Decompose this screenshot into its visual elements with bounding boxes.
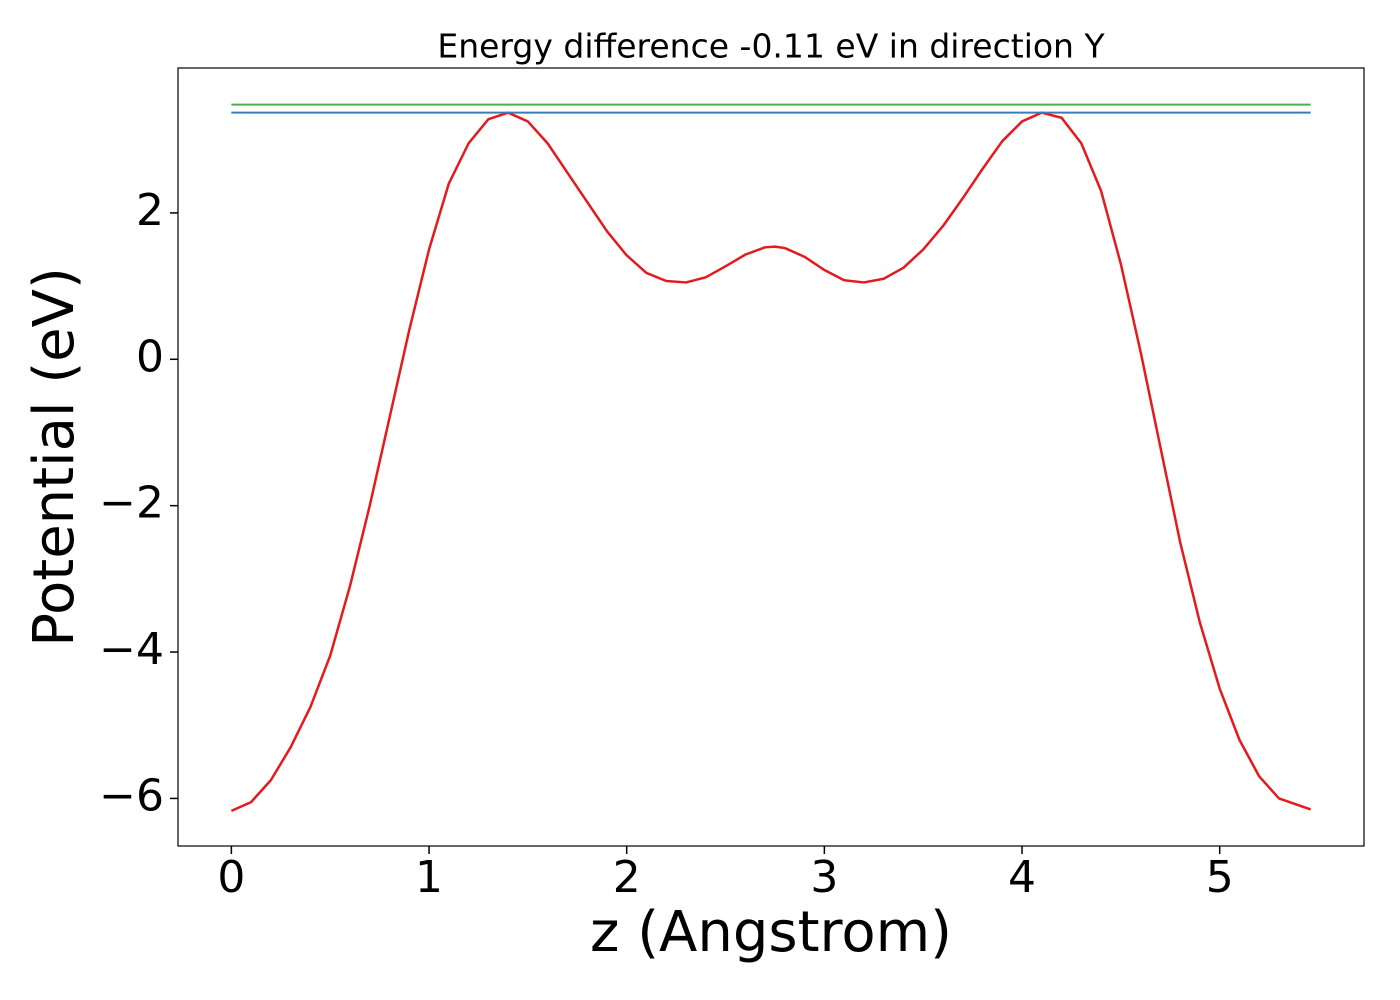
y-tick-label: 0 — [136, 331, 164, 382]
x-tick-label: 2 — [613, 852, 641, 903]
x-tick-label: 1 — [415, 852, 443, 903]
x-axis-label: z (Angstrom) — [590, 900, 952, 965]
series-line — [230, 111, 1312, 813]
x-tick-label: 4 — [1008, 852, 1036, 903]
chart-title: Energy difference -0.11 eV in direction … — [437, 27, 1105, 66]
y-tick-label: −6 — [99, 770, 164, 821]
y-tick-label: −4 — [99, 624, 164, 675]
y-tick-label: 2 — [136, 185, 164, 236]
y-tick-label: −2 — [99, 478, 164, 529]
y-axis-label: Potential (eV) — [22, 267, 87, 647]
plot-frame — [177, 67, 1365, 847]
x-tick-label: 3 — [810, 852, 838, 903]
x-tick-label: 5 — [1206, 852, 1234, 903]
x-tick-label: 0 — [217, 852, 245, 903]
